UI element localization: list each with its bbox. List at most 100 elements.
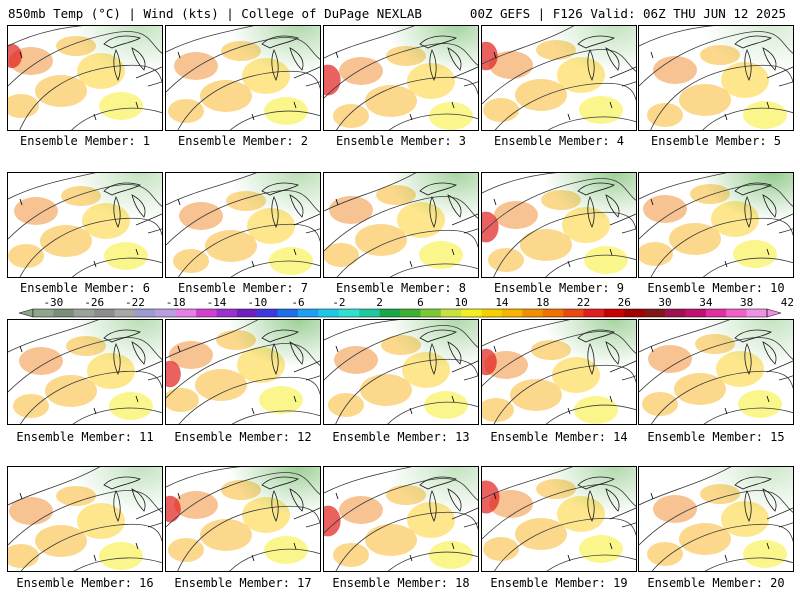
warm-core <box>166 360 181 388</box>
ensemble-member-label: Ensemble Member: 3 <box>335 134 467 148</box>
colorbar-segment <box>501 309 523 317</box>
height-contours <box>482 320 636 424</box>
ensemble-member-label: Ensemble Member: 14 <box>490 430 628 444</box>
colorbar-tick-label: 18 <box>536 296 549 309</box>
colorbar-tick-label: 30 <box>658 296 671 309</box>
colorbar-segment <box>665 309 686 317</box>
colorbar-segment <box>542 309 564 317</box>
wind-barbs <box>650 198 770 268</box>
ensemble-member-label: Ensemble Member: 7 <box>177 281 309 295</box>
colorbar-segment <box>603 309 625 317</box>
ensemble-member-label: Ensemble Member: 8 <box>335 281 467 295</box>
colorbar-segment <box>134 309 156 317</box>
wind-barbs <box>493 51 613 121</box>
colorbar-tick-label: -18 <box>166 296 186 309</box>
warm-core <box>482 480 500 514</box>
colorbar-tick-label: -14 <box>207 296 227 309</box>
ensemble-member-map <box>481 172 637 278</box>
ensemble-member-map <box>323 172 479 278</box>
wind-barbs <box>493 198 613 268</box>
wind-barbs <box>19 198 139 268</box>
warm-core <box>482 211 499 243</box>
height-contours <box>324 173 478 277</box>
colorbar-right-arrow <box>766 308 782 318</box>
ensemble-member-label: Ensemble Member: 19 <box>490 576 628 590</box>
ensemble-member-label: Ensemble Member: 15 <box>647 430 785 444</box>
ensemble-member-label: Ensemble Member: 18 <box>332 576 470 590</box>
colorbar-segment <box>155 309 177 317</box>
colorbar-tick-label: 26 <box>618 296 631 309</box>
colorbar-segment <box>583 309 605 317</box>
colorbar-segment <box>746 309 768 317</box>
warm-core <box>8 43 22 69</box>
colorbar-segment <box>53 309 75 317</box>
colorbar-segment <box>175 309 197 317</box>
colorbar-segment <box>359 309 380 317</box>
wind-barbs <box>177 345 297 415</box>
colorbar-segment <box>196 309 217 317</box>
colorbar-left-arrow <box>18 308 34 318</box>
height-contours <box>8 467 162 571</box>
colorbar-segment <box>318 309 340 317</box>
height-contours <box>639 173 793 277</box>
warm-core <box>166 495 181 523</box>
ensemble-member-label: Ensemble Member: 20 <box>647 576 785 590</box>
wind-barbs <box>335 345 455 415</box>
ensemble-member-label: Ensemble Member: 2 <box>177 134 309 148</box>
wind-barbs <box>177 51 297 121</box>
ensemble-member-label: Ensemble Member: 4 <box>493 134 625 148</box>
colorbar-segment <box>440 309 462 317</box>
great-lakes-outline <box>103 476 162 528</box>
ensemble-member-map <box>638 319 794 425</box>
great-lakes-outline <box>419 35 478 87</box>
ensemble-member-map <box>7 319 163 425</box>
colorbar-tick-label: 38 <box>740 296 753 309</box>
great-lakes-outline <box>419 329 478 381</box>
colorbar-segment <box>277 309 299 317</box>
wind-barbs <box>650 492 770 562</box>
colorbar-segment <box>338 309 360 317</box>
ensemble-member-map <box>7 172 163 278</box>
ensemble-member-label: Ensemble Member: 16 <box>16 576 154 590</box>
ensemble-member-map <box>7 466 163 572</box>
colorbar-segment <box>114 309 136 317</box>
wind-barbs <box>650 51 770 121</box>
wind-barbs <box>19 345 139 415</box>
ensemble-member-map <box>323 25 479 131</box>
ensemble-member-label: Ensemble Member: 10 <box>647 281 785 295</box>
great-lakes-outline <box>577 476 636 528</box>
height-contours <box>639 467 793 571</box>
warm-core <box>324 64 341 96</box>
great-lakes-outline <box>577 35 636 87</box>
great-lakes-outline <box>419 182 478 234</box>
wind-barbs <box>650 345 770 415</box>
colorbar-segment <box>379 309 401 317</box>
great-lakes-outline <box>103 182 162 234</box>
ensemble-member-map <box>323 466 479 572</box>
wind-barbs <box>493 345 613 415</box>
wind-barbs <box>19 492 139 562</box>
great-lakes-outline <box>577 329 636 381</box>
height-contours <box>482 173 636 277</box>
colorbar-segment <box>216 309 238 317</box>
wind-barbs <box>335 51 455 121</box>
height-contours <box>8 26 162 130</box>
great-lakes-outline <box>261 182 320 234</box>
ensemble-member-label: Ensemble Member: 11 <box>16 430 154 444</box>
map-title: 850mb Temp (°C) | Wind (kts) | College o… <box>8 6 422 21</box>
warm-core <box>482 41 498 71</box>
colorbar-tick-label: 6 <box>417 296 424 309</box>
great-lakes-outline <box>734 35 793 87</box>
ensemble-member-map <box>481 319 637 425</box>
colorbar-segment <box>481 309 503 317</box>
colorbar-segment <box>257 309 278 317</box>
colorbar-segment <box>400 309 421 317</box>
colorbar-segment <box>726 309 747 317</box>
wind-barbs <box>335 198 455 268</box>
colorbar-segment <box>33 309 54 317</box>
colorbar-tick-label: -10 <box>247 296 267 309</box>
great-lakes-outline <box>103 329 162 381</box>
great-lakes-outline <box>261 329 320 381</box>
ensemble-member-map <box>7 25 163 131</box>
colorbar-tick-label: 34 <box>699 296 713 309</box>
